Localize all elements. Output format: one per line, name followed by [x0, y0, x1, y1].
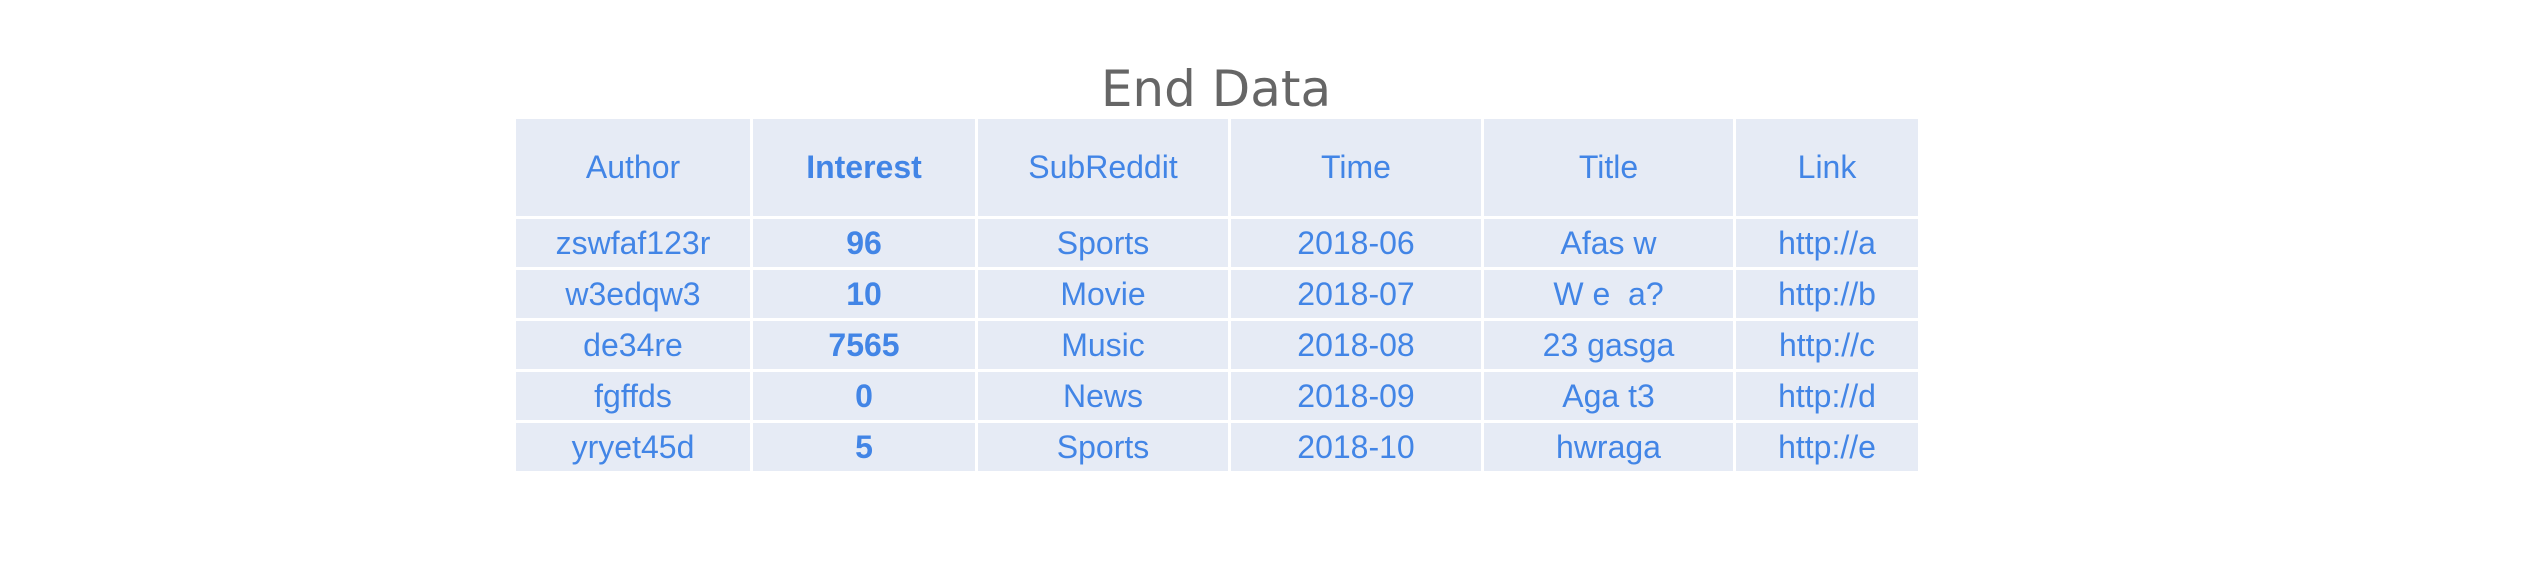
column-header-subreddit: SubReddit — [978, 119, 1231, 219]
title-cell: W e a? — [1484, 270, 1736, 321]
subreddit-cell: News — [978, 372, 1231, 423]
chart-title: End Data — [1100, 60, 1332, 118]
author-cell: fgffds — [516, 372, 753, 423]
subreddit-cell: Sports — [978, 219, 1231, 270]
time-cell: 2018-08 — [1231, 321, 1484, 372]
time-cell: 2018-10 — [1231, 423, 1484, 471]
column-header-author: Author — [516, 119, 753, 219]
interest-cell: 5 — [753, 423, 978, 471]
table-row: w3edqw3 10 Movie 2018-07 W e a? http://b — [516, 270, 1918, 321]
column-header-link: Link — [1736, 119, 1918, 219]
interest-cell: 0 — [753, 372, 978, 423]
author-cell: yryet45d — [516, 423, 753, 471]
table-row: fgffds 0 News 2018-09 Aga t3 http://d — [516, 372, 1918, 423]
time-cell: 2018-07 — [1231, 270, 1484, 321]
time-cell: 2018-06 — [1231, 219, 1484, 270]
title-cell: Afas w — [1484, 219, 1736, 270]
column-header-time: Time — [1231, 119, 1484, 219]
title-cell: Aga t3 — [1484, 372, 1736, 423]
table-row: zswfaf123r 96 Sports 2018-06 Afas w http… — [516, 219, 1918, 270]
link-cell: http://d — [1736, 372, 1918, 423]
author-cell: zswfaf123r — [516, 219, 753, 270]
time-cell: 2018-09 — [1231, 372, 1484, 423]
header-row: Author Interest SubReddit Time Title Lin… — [516, 119, 1918, 219]
interest-cell: 96 — [753, 219, 978, 270]
column-header-interest: Interest — [753, 119, 978, 219]
interest-cell: 7565 — [753, 321, 978, 372]
data-table: Author Interest SubReddit Time Title Lin… — [516, 119, 1918, 471]
table-row: yryet45d 5 Sports 2018-10 hwraga http://… — [516, 423, 1918, 471]
subreddit-cell: Music — [978, 321, 1231, 372]
subreddit-cell: Movie — [978, 270, 1231, 321]
link-cell: http://b — [1736, 270, 1918, 321]
author-cell: de34re — [516, 321, 753, 372]
title-cell: 23 gasga — [1484, 321, 1736, 372]
table-row: de34re 7565 Music 2018-08 23 gasga http:… — [516, 321, 1918, 372]
link-cell: http://a — [1736, 219, 1918, 270]
link-cell: http://c — [1736, 321, 1918, 372]
title-cell: hwraga — [1484, 423, 1736, 471]
interest-cell: 10 — [753, 270, 978, 321]
subreddit-cell: Sports — [978, 423, 1231, 471]
column-header-title: Title — [1484, 119, 1736, 219]
link-cell: http://e — [1736, 423, 1918, 471]
author-cell: w3edqw3 — [516, 270, 753, 321]
